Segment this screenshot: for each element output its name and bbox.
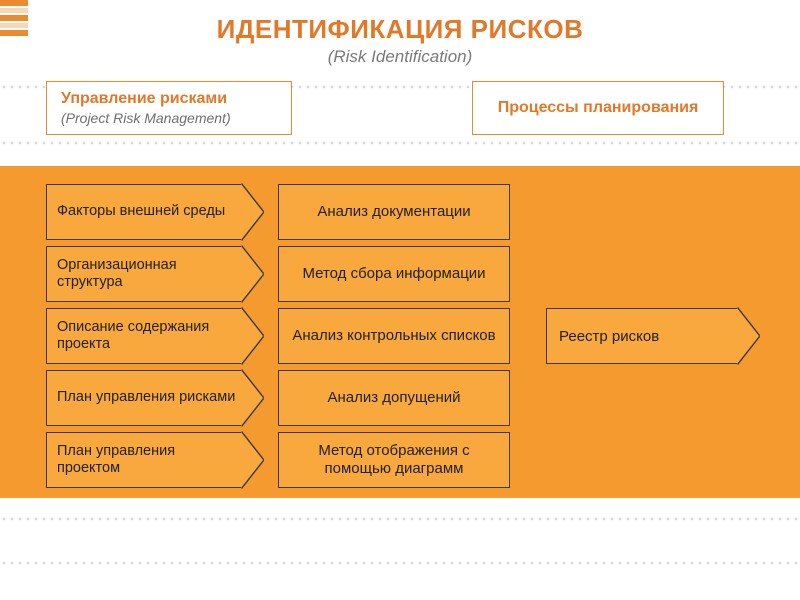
process-box: Анализ документации [278, 184, 510, 240]
header-row: Управление рисками (Project Risk Managem… [0, 81, 800, 135]
input-box: План управления рисками [46, 370, 242, 426]
input-label: План управления рисками [57, 389, 235, 406]
input-label: Факторы внешней среды [57, 203, 225, 220]
input-label: Организационная структура [57, 257, 237, 291]
input-label: Описание содержания проекта [57, 319, 237, 353]
header-card-right: Процессы планирования [472, 81, 724, 135]
arrowhead-icon [241, 370, 263, 426]
output-box: Реестр рисков [546, 308, 738, 364]
bg-streak [0, 516, 800, 522]
input-label: План управления проектом [57, 443, 237, 477]
input-box: Описание содержания проекта [46, 308, 242, 364]
bg-streak [0, 560, 800, 566]
arrowhead-icon [241, 432, 263, 488]
bg-streak [0, 140, 800, 146]
arrowhead-icon [241, 308, 263, 364]
process-box: Анализ контрольных списков [278, 308, 510, 364]
process-box: Метод сбора информации [278, 246, 510, 302]
process-label: Метод сбора информации [302, 265, 485, 283]
input-box: Факторы внешней среды [46, 184, 242, 240]
input-box: План управления проектом [46, 432, 242, 488]
header-card-left: Управление рисками (Project Risk Managem… [46, 81, 292, 135]
output-label: Реестр рисков [559, 328, 659, 345]
arrowhead-icon [737, 308, 759, 364]
process-label: Анализ контрольных списков [292, 327, 495, 345]
header-card-left-title: Управление рисками [61, 90, 277, 108]
title-block: ИДЕНТИФИКАЦИЯ РИСКОВ (Risk Identificatio… [0, 0, 800, 67]
process-label: Анализ допущений [327, 389, 460, 407]
header-card-right-title: Процессы планирования [498, 99, 699, 117]
process-box: Анализ допущений [278, 370, 510, 426]
page-title: ИДЕНТИФИКАЦИЯ РИСКОВ [0, 14, 800, 45]
header-card-left-subtitle: (Project Risk Management) [61, 110, 277, 126]
flow-diagram: Факторы внешней среды Организационная ст… [0, 166, 800, 498]
page-subtitle: (Risk Identification) [0, 47, 800, 67]
input-box: Организационная структура [46, 246, 242, 302]
process-box: Метод отображения с помощью диаграмм [278, 432, 510, 488]
arrowhead-icon [241, 246, 263, 302]
process-label: Метод отображения с помощью диаграмм [285, 442, 503, 477]
arrowhead-icon [241, 184, 263, 240]
process-label: Анализ документации [317, 203, 470, 221]
